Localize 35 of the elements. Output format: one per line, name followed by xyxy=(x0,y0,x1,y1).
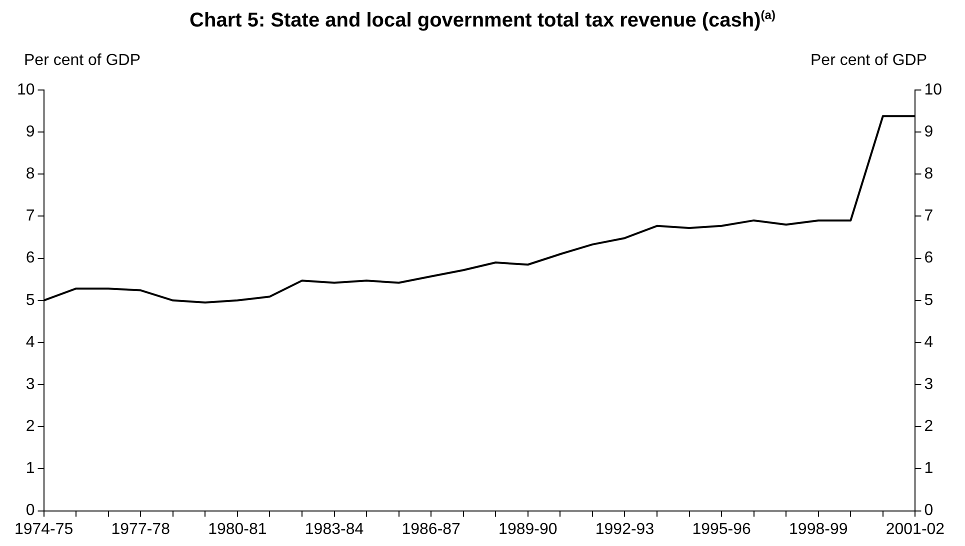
y-tick-label: 6 xyxy=(26,250,35,267)
x-tick-label: 1986-87 xyxy=(402,520,461,538)
x-tick-label: 1980-81 xyxy=(208,520,267,538)
y2-axis-title: Per cent of GDP xyxy=(810,52,927,70)
y-tick-label: 0 xyxy=(26,502,35,520)
y-tick-label: 10 xyxy=(17,81,35,98)
y2-tick-label: 3 xyxy=(924,376,934,393)
y-tick-label: 7 xyxy=(26,208,35,225)
y-tick-label: 9 xyxy=(26,123,35,140)
y2-tick-label: 2 xyxy=(924,418,934,436)
y-tick-label: 4 xyxy=(26,334,35,351)
y-axis-title: Per cent of GDP xyxy=(24,52,140,70)
x-tick-label: 1983-84 xyxy=(304,520,364,538)
x-tick-label: 1977-78 xyxy=(111,520,170,538)
y2-tick-label: 10 xyxy=(924,81,942,98)
y2-tick-label: 4 xyxy=(924,334,934,351)
x-tick-label: 2001-02 xyxy=(886,520,945,538)
x-tick-label: 1992-93 xyxy=(595,520,654,538)
x-tick-label: 1998-99 xyxy=(789,520,848,538)
x-tick-label: 1989-90 xyxy=(498,520,558,538)
y-tick-label: 5 xyxy=(26,292,35,309)
y2-tick-label: 9 xyxy=(924,123,934,140)
x-tick-label: 1974-75 xyxy=(14,520,74,538)
chart-title: Chart 5: State and local government total tax revenue (cash)$^{(a)}$ xyxy=(188,8,776,33)
y2-tick-label: 6 xyxy=(924,250,934,267)
y-tick-label: 3 xyxy=(26,376,35,393)
x-tick-label: 1995-96 xyxy=(692,520,752,538)
y-tick-label: 8 xyxy=(26,166,35,183)
y2-tick-label: 0 xyxy=(924,502,934,520)
y2-tick-label: 8 xyxy=(924,166,934,183)
y-tick-label: 1 xyxy=(26,460,35,478)
y-tick-label: 2 xyxy=(26,418,35,436)
y2-tick-label: 7 xyxy=(924,208,934,225)
y2-tick-label: 5 xyxy=(924,292,934,309)
y2-tick-label: 1 xyxy=(924,460,934,478)
